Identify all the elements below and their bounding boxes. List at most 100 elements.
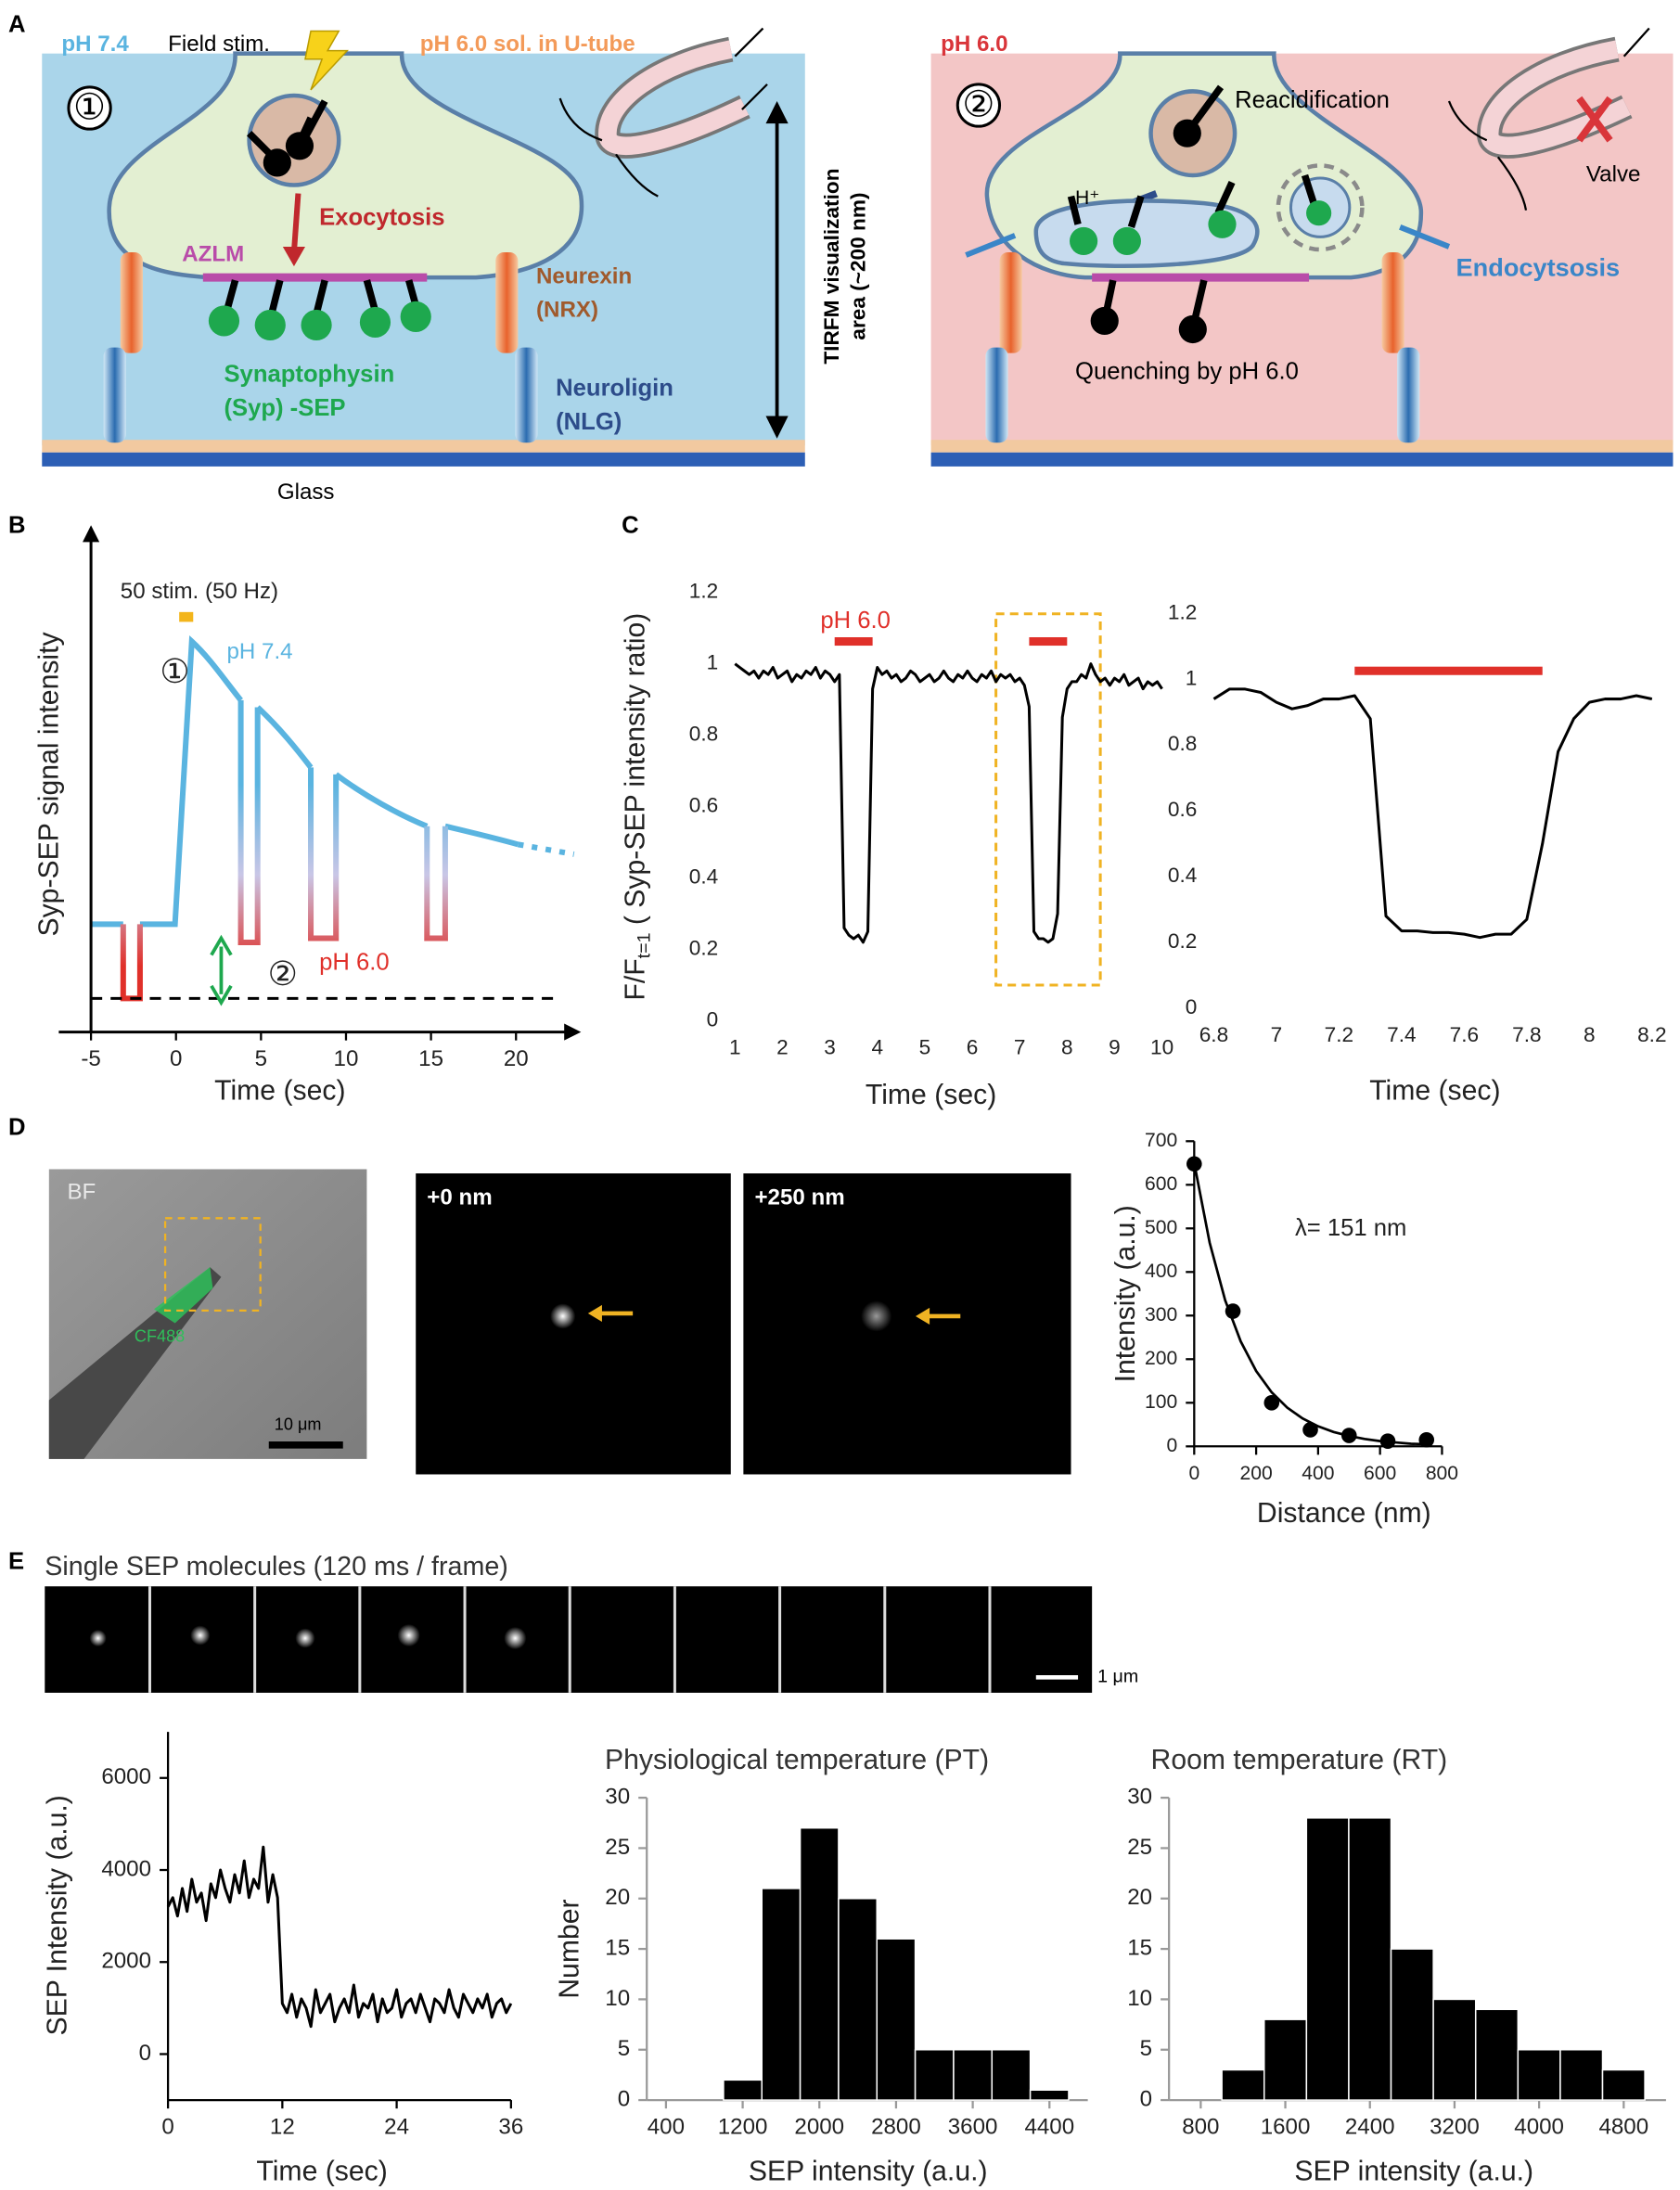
annotation: ②	[268, 954, 298, 993]
x-tick-label: 8	[1061, 1036, 1073, 1059]
y-tick-label: 700	[1145, 1130, 1177, 1151]
glass-label: Glass	[277, 480, 335, 505]
x-tick-label: 3200	[1430, 2115, 1480, 2140]
x-tick-label: 3600	[948, 2115, 998, 2140]
point	[1302, 1422, 1318, 1438]
y-tick-label: 10	[605, 1986, 630, 2011]
x-tick-label: 8	[1584, 1023, 1596, 1046]
y-tick-label: 0.2	[689, 937, 718, 960]
x-tick-label: 5	[255, 1046, 267, 1071]
y-tick-label: 5	[618, 2036, 630, 2061]
x-tick-label: 0	[1188, 1463, 1199, 1484]
quenched-sep	[1090, 306, 1207, 344]
x-tick-label: 4400	[1024, 2115, 1074, 2140]
nrx	[1381, 251, 1404, 353]
x-tick-label: 7.2	[1325, 1023, 1353, 1046]
x-axis-label: Time (sec)	[256, 2157, 387, 2187]
x-tick-label: 15	[418, 1046, 443, 1071]
ph-interval	[834, 637, 873, 647]
y-tick-label: 600	[1145, 1173, 1177, 1195]
nrx-label: Neurexin	[536, 264, 632, 289]
y-tick-label: 1.2	[1168, 600, 1197, 623]
y-tick-label: 500	[1145, 1217, 1177, 1238]
nrx	[495, 251, 519, 353]
nrx-label: (NRX)	[536, 298, 598, 323]
flow-arrows	[558, 27, 768, 198]
diagram-2: ② pH 6.0 Reacidification H⁺ Valve Endocy…	[930, 27, 1674, 467]
bar	[1348, 1817, 1392, 2101]
y-tick-label: 0.2	[1168, 929, 1197, 953]
panel-label: A	[8, 11, 26, 37]
bar	[1305, 1817, 1350, 2101]
chart: 400 1200 2000 2800 3600 4400 0 5 10 15 20 25 30 SEP i…	[555, 1745, 1088, 2187]
y-axis-label: F/Ft=1 ( Syp-SEP intensity ratio)	[621, 613, 655, 1001]
y-tick-label: 30	[605, 1784, 630, 1809]
annotation: λ= 151 nm	[1295, 1215, 1406, 1241]
y-axis-label: Intensity (a.u.)	[1110, 1205, 1141, 1382]
tirfm-label: TIRFM visualization	[820, 168, 843, 364]
y-tick-label: 0.8	[689, 723, 718, 746]
x-tick-label: 2400	[1345, 2115, 1395, 2140]
z0-label: +0 nm	[427, 1185, 492, 1210]
x-axis-label: Time (sec)	[1369, 1075, 1500, 1106]
glass-base	[930, 452, 1674, 467]
tirf-image	[743, 1173, 1071, 1475]
x-tick-label: 2800	[871, 2115, 921, 2140]
x-tick-label: 9	[1109, 1036, 1121, 1059]
y-tick-label: 400	[1145, 1261, 1177, 1282]
valve-label: Valve	[1586, 161, 1641, 186]
trace	[1212, 687, 1653, 940]
dye-tip	[154, 1267, 213, 1324]
x-tick-label: 20	[504, 1046, 529, 1071]
x-axis-label: SEP intensity (a.u.)	[749, 2157, 988, 2187]
molecule-spots	[89, 1623, 527, 1650]
syp-head	[1173, 119, 1201, 147]
x-tick-label: 6	[967, 1036, 979, 1059]
images-d: BF CF488 10 μm +0 nm +250 nm	[48, 1169, 1071, 1475]
x-tick-label: 10	[334, 1046, 359, 1071]
bar	[1029, 2089, 1070, 2101]
chart-title: Physiological temperature (PT)	[605, 1745, 989, 1775]
x-tick-label: 1200	[718, 2115, 768, 2140]
x-axis-label: Time (sec)	[866, 1080, 996, 1110]
y-tick-label: 0	[618, 2086, 630, 2111]
y-tick-label: 0	[707, 1007, 719, 1031]
glass-base	[42, 452, 805, 467]
x-tick-label: 24	[384, 2115, 409, 2140]
endo-arrows	[965, 224, 1451, 258]
bar	[838, 1898, 878, 2101]
bar	[991, 2048, 1032, 2101]
bar	[799, 1826, 840, 2101]
nlg-label: Neuroligin	[556, 376, 673, 402]
x-tick-label: 600	[1364, 1463, 1396, 1484]
ph-interval	[1029, 637, 1068, 647]
panel-labels: A B C D E	[8, 11, 639, 1574]
bar	[723, 2079, 763, 2101]
solution-label: pH 6.0 sol. in U-tube	[420, 32, 635, 57]
y-axis-label: SEP Intensity (a.u.)	[42, 1795, 72, 2035]
exo-arrowhead	[282, 246, 305, 267]
y-axis-label: Number	[555, 1899, 585, 1998]
y-tick-label: 1.2	[689, 580, 718, 603]
curve-continued	[517, 841, 575, 857]
y-label-rest: ( Syp-SEP intensity ratio)	[621, 613, 651, 933]
y-tick-label: 1	[707, 651, 719, 674]
x-axis-label: Distance (nm)	[1257, 1498, 1431, 1529]
y-axis-label: Syp-SEP signal intensity	[33, 631, 64, 936]
x-tick-label: 6.8	[1199, 1023, 1228, 1046]
pinch	[1276, 163, 1365, 252]
x-tick-label: 7.8	[1512, 1023, 1541, 1046]
chart-title: Room temperature (RT)	[1151, 1745, 1448, 1775]
bar	[1517, 2048, 1561, 2101]
stim-label: Field stim.	[168, 32, 270, 57]
y-axis-arrow	[83, 525, 100, 543]
step-circle	[67, 85, 112, 131]
x-tick-label: 4800	[1598, 2115, 1648, 2140]
x-tick-label: 36	[498, 2115, 523, 2140]
x-tick-label: 10	[1150, 1036, 1173, 1059]
step: ②	[962, 83, 994, 124]
x-tick-label: 5	[919, 1036, 931, 1059]
chart: -5 0 5 10 15 20 Time (sec) Syp-SEP signal inten…	[33, 525, 582, 1106]
y-tick-label: 0	[1166, 1435, 1177, 1456]
y-tick-label: 10	[1127, 1986, 1152, 2011]
